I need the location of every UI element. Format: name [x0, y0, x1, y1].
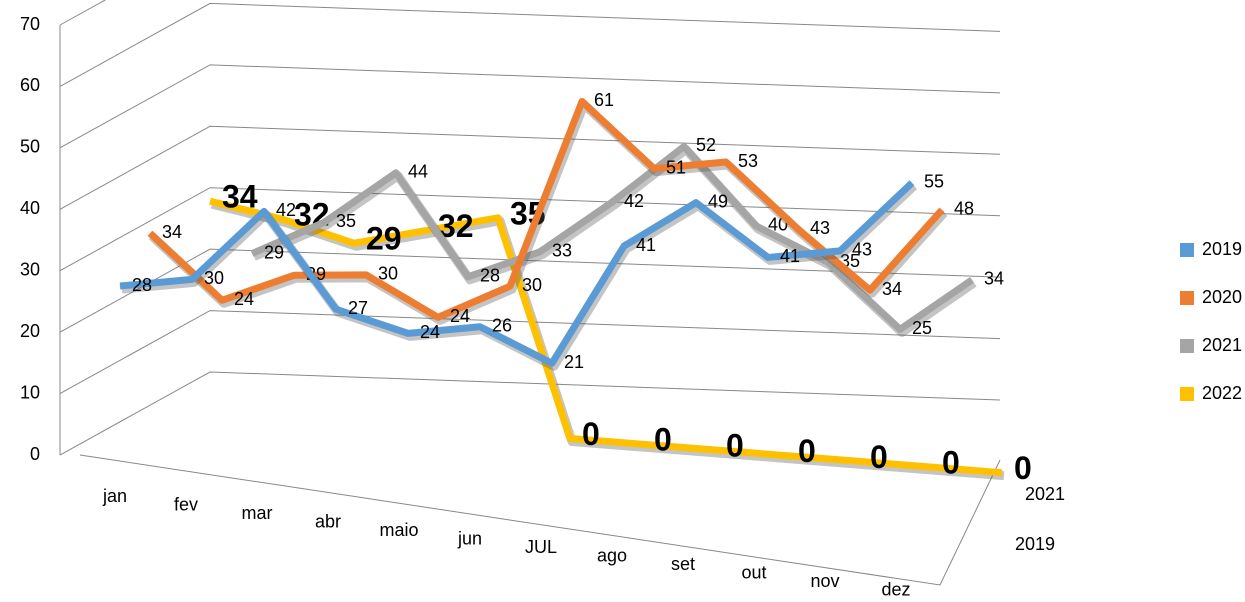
legend-swatch	[1180, 243, 1194, 257]
data-label: 49	[708, 191, 728, 211]
x-tick-label: JUL	[525, 537, 557, 557]
x-tick-label: abr	[315, 511, 341, 531]
legend-label: 2021	[1202, 335, 1242, 355]
data-label: 0	[942, 444, 960, 480]
x-tick-label: ago	[597, 545, 627, 565]
data-label: 21	[564, 352, 584, 372]
data-label: 30	[522, 275, 542, 295]
data-label: 33	[552, 241, 572, 261]
x-tick-label: maio	[379, 520, 418, 540]
data-label: 51	[666, 157, 686, 177]
data-label: 0	[726, 427, 744, 463]
data-label: 52	[696, 135, 716, 155]
data-label: 24	[234, 289, 254, 309]
grid-line	[59, 125, 1001, 210]
data-label: 42	[624, 191, 644, 211]
data-label: 53	[738, 151, 758, 171]
x-tick-label: dez	[881, 579, 910, 599]
data-label: 0	[798, 433, 816, 469]
data-label: 42	[276, 200, 296, 220]
y-tick-label: 60	[20, 75, 40, 95]
data-label: 43	[810, 218, 830, 238]
grid-line	[59, 371, 1001, 456]
data-label: 55	[924, 172, 944, 192]
legend-swatch	[1180, 339, 1194, 353]
grid-line	[59, 64, 1001, 149]
grid-line	[59, 2, 1001, 87]
data-label: 34	[162, 222, 182, 242]
y-tick-label: 40	[20, 198, 40, 218]
legend-label: 2022	[1202, 383, 1242, 403]
data-label: 28	[480, 266, 500, 286]
data-label: 29	[264, 242, 284, 262]
data-label: 0	[654, 422, 672, 458]
data-label: 24	[420, 322, 440, 342]
legend-label: 2020	[1202, 287, 1242, 307]
series-shadow	[210, 199, 1005, 481]
x-tick-label: fev	[174, 494, 198, 514]
series-line	[119, 180, 915, 367]
data-label: 41	[636, 235, 656, 255]
legend-label: 2019	[1202, 239, 1242, 259]
x-tick-label: jan	[102, 486, 127, 506]
x-tick-label: mar	[242, 503, 273, 523]
data-label: 61	[594, 90, 614, 110]
data-label: 34	[882, 279, 902, 299]
x-tick-label: set	[671, 554, 695, 574]
grid-line	[59, 0, 107, 26]
x-tick-label: jun	[457, 528, 482, 548]
depth-label: 2021	[1025, 484, 1065, 504]
grid-line	[59, 248, 1001, 333]
data-label: 29	[366, 221, 402, 257]
floor	[79, 454, 1001, 586]
legend-swatch	[1180, 291, 1194, 305]
data-label: 41	[780, 246, 800, 266]
data-label: 30	[204, 268, 224, 288]
data-label: 0	[1014, 450, 1032, 486]
data-label: 25	[912, 318, 932, 338]
y-tick-label: 0	[30, 444, 40, 464]
data-label: 24	[450, 306, 470, 326]
data-label: 26	[492, 316, 512, 336]
depth-label: 2019	[1015, 534, 1055, 554]
data-label: 34	[984, 269, 1004, 289]
x-tick-label: nov	[810, 571, 839, 591]
data-label: 34	[222, 179, 258, 215]
y-tick-label: 20	[20, 321, 40, 341]
data-label: 28	[132, 275, 152, 295]
series-line	[147, 97, 945, 321]
series-shadow	[148, 99, 948, 325]
data-label: 27	[348, 298, 368, 318]
data-label: 43	[852, 240, 872, 260]
series-line	[250, 142, 974, 333]
data-label: 48	[954, 199, 974, 219]
y-tick-label: 10	[20, 382, 40, 402]
x-tick-label: out	[741, 562, 766, 582]
legend-swatch	[1180, 387, 1194, 401]
grid-line	[59, 310, 1001, 395]
data-label: 0	[870, 439, 888, 475]
y-tick-label: 30	[20, 259, 40, 279]
data-label: 35	[336, 211, 356, 231]
series-line	[209, 197, 1003, 477]
data-label: 0	[582, 416, 600, 452]
data-label: 44	[408, 162, 428, 182]
y-tick-label: 70	[20, 14, 40, 34]
y-tick-label: 50	[20, 137, 40, 157]
data-label: 30	[378, 264, 398, 284]
